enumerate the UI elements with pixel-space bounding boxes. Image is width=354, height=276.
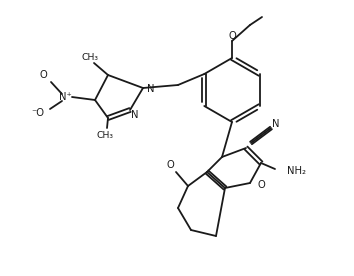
Text: N: N: [147, 84, 154, 94]
Text: NH₂: NH₂: [287, 166, 306, 176]
Text: O: O: [257, 180, 265, 190]
Text: O: O: [39, 70, 47, 80]
Text: CH₃: CH₃: [81, 52, 98, 62]
Text: N: N: [272, 119, 280, 129]
Text: N⁺: N⁺: [59, 92, 72, 102]
Text: ⁻O: ⁻O: [32, 108, 45, 118]
Text: CH₃: CH₃: [97, 131, 114, 140]
Text: O: O: [166, 160, 174, 170]
Text: N: N: [131, 110, 138, 120]
Text: O: O: [228, 31, 236, 41]
